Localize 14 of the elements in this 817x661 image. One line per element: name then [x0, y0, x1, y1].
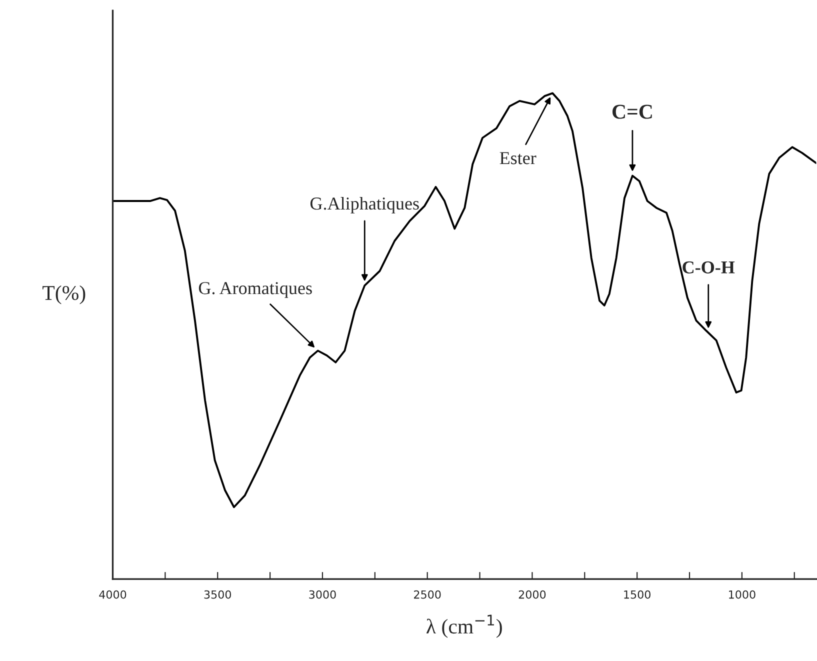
annotation: G.Aliphatiques: [310, 196, 419, 214]
x-axis-title: λ (cm$^{−1}$): [426, 614, 502, 638]
annotation: C=C: [612, 104, 652, 119]
annotation: Ester: [500, 152, 536, 164]
x-tick-label: 2000: [518, 590, 546, 599]
x-tick-label: 4000: [99, 590, 126, 599]
x-tick-label: 1000: [729, 590, 756, 599]
x-tick-label: 1500: [624, 590, 650, 599]
y-axis-title: T(%): [42, 285, 86, 304]
annotation: G. Aromatiques: [198, 282, 312, 298]
x-tick-label: 3500: [204, 590, 232, 599]
x-tick-label: 2500: [414, 590, 441, 599]
annotation: C-O-H: [682, 261, 735, 274]
x-tick-label: 3000: [309, 590, 336, 599]
